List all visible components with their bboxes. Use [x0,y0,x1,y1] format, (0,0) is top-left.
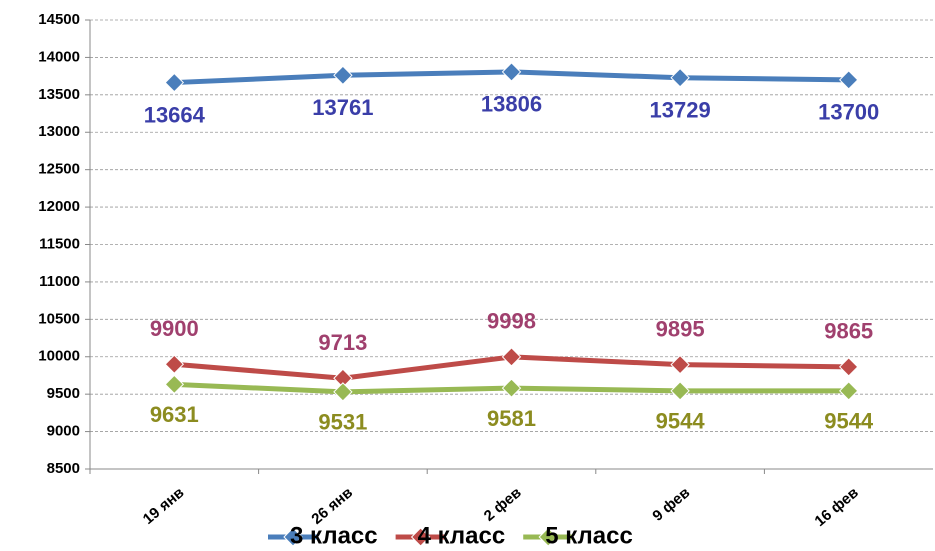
legend-label: 5 класс [545,522,633,549]
y-tick-label: 13000 [38,123,80,140]
y-tick-label: 9000 [47,423,80,440]
data-point [840,382,858,400]
y-tick-label: 8500 [47,460,80,477]
data-label: 9895 [656,316,705,341]
y-tick-label: 12500 [38,161,80,178]
data-point [334,66,352,84]
data-label: 13729 [650,98,711,123]
data-point [334,383,352,401]
x-tick-label: 9 фев [649,484,693,525]
data-point [165,375,183,393]
x-tick-label: 19 янв [140,484,188,528]
data-point [671,69,689,87]
data-point [503,348,521,366]
y-tick-label: 10000 [38,348,80,365]
data-point [671,382,689,400]
legend-label: 4 класс [418,522,506,549]
data-label: 9998 [487,309,536,334]
y-tick-label: 11500 [39,235,80,252]
y-tick-label: 14000 [38,48,80,65]
data-label: 13700 [818,100,879,125]
data-label: 9531 [318,410,367,435]
data-point [165,355,183,373]
y-tick-label: 11000 [39,273,80,290]
data-label: 9713 [318,330,367,355]
data-label: 9865 [824,319,873,344]
data-point [840,71,858,89]
data-point [840,358,858,376]
data-label: 13761 [312,95,373,120]
data-label: 13664 [144,102,206,127]
data-label: 9900 [150,316,199,341]
y-tick-label: 10500 [38,310,80,327]
legend-label: 3 класс [290,522,378,549]
y-tick-label: 14500 [38,11,80,28]
x-tick-label: 16 фев [812,484,862,530]
data-label: 13806 [481,92,542,117]
data-point [503,63,521,81]
y-tick-label: 12000 [38,198,80,215]
data-label: 9544 [656,409,706,434]
y-tick-label: 13500 [38,86,80,103]
data-label: 9581 [487,406,536,431]
data-label: 9631 [150,402,199,427]
legend: 3 класс 4 класс 5 класс [268,522,633,549]
x-tick-label: 2 фев [481,484,525,525]
x-tick-label: 26 янв [308,484,356,528]
data-point [671,356,689,374]
chart: 8500 9000 9500 10000 10500 11000 11500 12000 125… [0,0,935,551]
y-tick-label: 9500 [47,385,80,402]
data-label: 9544 [824,409,874,434]
data-point [165,74,183,92]
